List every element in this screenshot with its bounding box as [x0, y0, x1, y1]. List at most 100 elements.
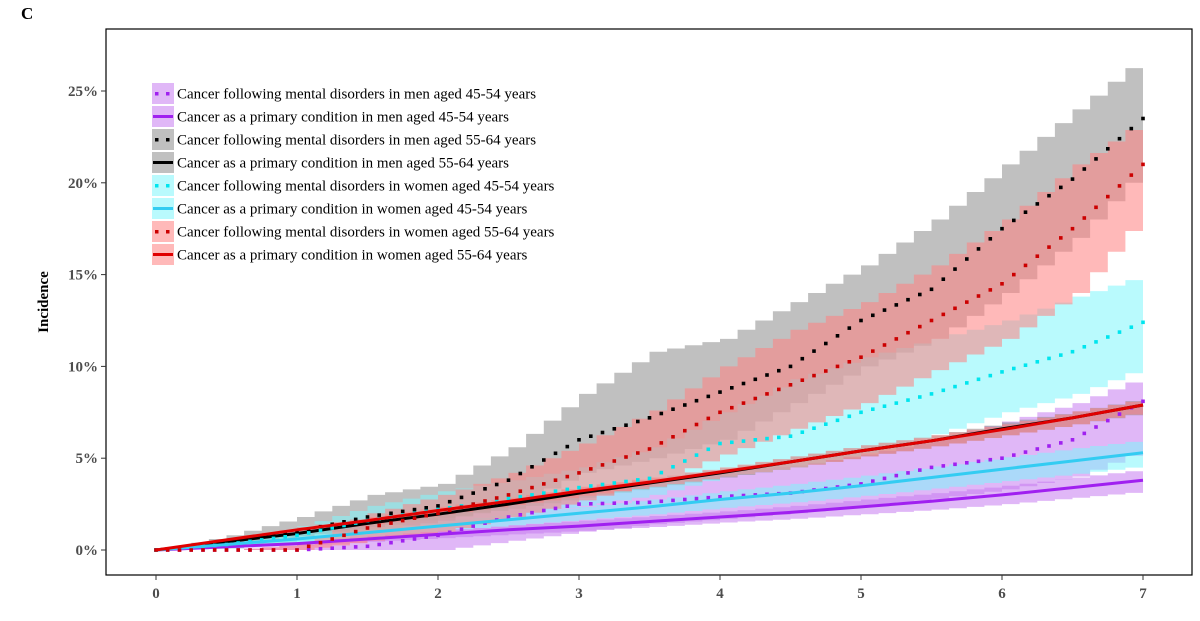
legend-item: Cancer as a primary condition in women a…: [152, 198, 527, 219]
data-point: [318, 540, 323, 545]
data-point: [859, 355, 863, 359]
data-point: [941, 464, 946, 468]
data-point: [871, 407, 875, 411]
legend-key-dot: [155, 92, 159, 96]
data-point: [1106, 147, 1110, 151]
x-tick-label: 3: [575, 586, 583, 602]
data-point: [295, 533, 299, 538]
data-point: [636, 500, 640, 505]
data-point: [471, 524, 475, 528]
data-point: [659, 499, 664, 504]
data-point: [612, 459, 617, 463]
data-point: [1070, 349, 1075, 354]
data-point: [1141, 162, 1145, 167]
data-point: [835, 418, 840, 423]
data-point: [271, 536, 276, 541]
x-tick-label: 2: [434, 586, 442, 602]
series-cancer-as-a-primary-condition-in-women-aged-55-64-years: [155, 403, 1144, 552]
data-point: [1094, 425, 1098, 429]
data-point: [459, 495, 464, 500]
data-point: [365, 544, 370, 549]
data-point: [624, 501, 628, 505]
legend-item: Cancer following mental disorders in men…: [152, 83, 536, 104]
y-tick-label: 10%: [68, 359, 98, 375]
data-point: [835, 364, 840, 369]
y-tick-label: 5%: [76, 451, 99, 467]
data-point: [342, 545, 346, 550]
data-point: [542, 482, 546, 486]
data-point: [1094, 157, 1098, 161]
data-point: [330, 526, 334, 530]
data-point: [753, 438, 758, 442]
data-point: [976, 377, 981, 382]
legend-item: Cancer following mental disorders in wom…: [152, 221, 555, 242]
data-point: [471, 491, 475, 495]
data-point: [906, 471, 910, 475]
data-point: [965, 461, 969, 465]
data-point: [741, 439, 746, 443]
data-point: [1117, 330, 1122, 334]
data-point: [189, 548, 193, 552]
data-point: [647, 476, 652, 481]
data-point: [553, 489, 558, 493]
data-point: [295, 529, 299, 534]
data-point: [518, 495, 523, 499]
data-point: [436, 504, 440, 508]
data-point: [1000, 226, 1004, 231]
data-point: [1012, 218, 1016, 223]
data-point: [342, 523, 346, 528]
data-point: [1117, 136, 1122, 141]
data-point: [165, 548, 170, 552]
legend-item: Cancer as a primary condition in women a…: [152, 244, 527, 265]
data-point: [1094, 340, 1098, 344]
data-point: [224, 548, 229, 552]
data-point: [565, 504, 570, 508]
data-point: [683, 403, 687, 407]
data-point: [212, 548, 217, 552]
data-point: [577, 485, 581, 490]
data-point: [259, 538, 264, 542]
data-point: [342, 520, 346, 524]
data-point: [730, 494, 734, 498]
data-point: [248, 548, 252, 552]
legend-item: Cancer following mental disorders in wom…: [152, 175, 555, 196]
data-point: [859, 482, 863, 486]
data-point: [894, 401, 899, 405]
data-point: [553, 506, 558, 511]
legend-label: Cancer following mental disorders in wom…: [177, 179, 555, 195]
data-point: [894, 473, 899, 478]
legend-key-dot: [155, 230, 159, 234]
data-point: [1082, 167, 1087, 171]
legend-key-band: [152, 221, 174, 242]
data-point: [530, 493, 534, 497]
legend-label: Cancer as a primary condition in men age…: [177, 110, 509, 126]
data-point: [389, 511, 393, 516]
data-point: [706, 416, 711, 421]
legend-key-dot: [166, 92, 170, 96]
data-point: [659, 411, 664, 416]
legend-label: Cancer following mental disorders in men…: [177, 87, 536, 103]
data-point: [624, 455, 628, 459]
data-point: [1059, 236, 1063, 240]
data-point: [929, 465, 934, 470]
data-point: [647, 447, 652, 451]
data-point: [683, 459, 687, 463]
x-tick-label: 1: [293, 586, 301, 602]
data-point: [624, 423, 628, 427]
data-point: [565, 474, 570, 479]
data-point: [988, 373, 993, 378]
x-tick-label: 4: [716, 586, 724, 602]
data-point: [718, 390, 722, 394]
data-point: [800, 356, 805, 361]
legend-label: Cancer following mental disorders in wom…: [177, 225, 555, 241]
legend-item: Cancer as a primary condition in men age…: [152, 152, 509, 173]
data-point: [965, 300, 969, 304]
data-point: [318, 547, 323, 551]
data-point: [683, 428, 687, 433]
data-point: [812, 373, 816, 378]
data-point: [389, 540, 393, 545]
legend-label: Cancer as a primary condition in women a…: [177, 202, 527, 218]
panel-label: C: [21, 4, 34, 23]
data-point: [847, 483, 852, 488]
data-point: [683, 497, 687, 502]
